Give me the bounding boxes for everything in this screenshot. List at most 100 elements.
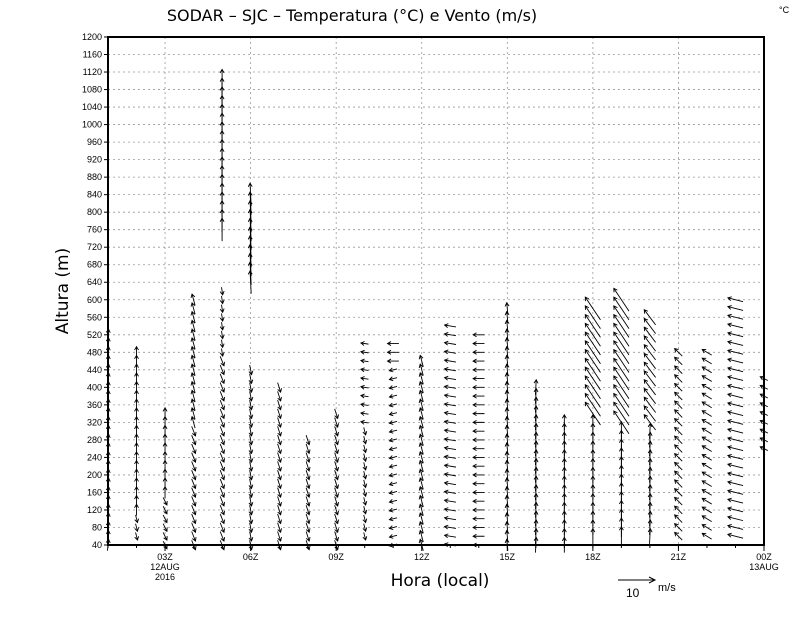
wind-vector	[584, 366, 601, 391]
wind-profile-23	[727, 296, 744, 539]
wind-vector	[673, 365, 683, 374]
wind-vector	[472, 358, 485, 364]
wind-vector	[418, 415, 424, 429]
wind-vector	[613, 401, 630, 426]
y-tick-label: 520	[87, 330, 102, 340]
wind-vector	[248, 408, 254, 420]
wind-vector	[219, 496, 226, 507]
wind-vector	[584, 383, 601, 408]
wind-vector	[472, 428, 485, 434]
wind-vector	[673, 479, 683, 488]
wind-profile-12	[418, 354, 424, 551]
wind-vector	[219, 287, 225, 296]
wind-vector	[443, 463, 457, 469]
wind-vector	[504, 407, 510, 420]
wind-vector	[613, 287, 630, 312]
wind-vector	[727, 401, 744, 408]
wind-vector	[472, 411, 485, 417]
wind-vector	[388, 472, 398, 478]
wind-vector	[673, 382, 683, 392]
wind-vector	[584, 305, 601, 329]
wind-profile-4	[190, 293, 197, 551]
wind-profile-10	[360, 341, 369, 541]
wind-vector	[191, 426, 197, 437]
wind-vector	[162, 505, 168, 515]
wind-vector	[277, 487, 282, 499]
wind-profile-22	[701, 348, 712, 540]
wind-vector	[701, 419, 712, 426]
wind-vector	[504, 371, 510, 385]
wind-vector	[191, 531, 197, 542]
y-tick-label: 280	[87, 435, 102, 445]
wind-vector	[673, 426, 683, 436]
wind-vector	[504, 380, 510, 394]
wind-vector	[701, 392, 712, 400]
wind-vector	[388, 507, 398, 513]
wind-vector	[190, 301, 196, 315]
wind-vector	[673, 514, 683, 523]
wind-vector	[504, 345, 510, 359]
wind-profile-15	[504, 301, 510, 551]
wind-vector	[277, 426, 282, 437]
wind-vector	[388, 534, 398, 539]
wind-vector	[472, 437, 485, 443]
y-tick-label: 1040	[82, 102, 102, 112]
wind-vector	[472, 341, 485, 346]
wind-vector	[362, 427, 368, 436]
x-tick-label: 03Z	[157, 552, 173, 562]
wind-vector	[219, 470, 226, 481]
wind-vector	[191, 452, 197, 463]
wind-vector	[443, 340, 457, 346]
wind-vector	[248, 522, 254, 534]
wind-profile-2	[134, 345, 140, 541]
reference-value: 10	[626, 586, 640, 600]
wind-vector	[219, 339, 225, 349]
wind-vector	[643, 405, 656, 422]
wind-vector	[418, 398, 424, 411]
wind-vector	[190, 415, 196, 429]
wind-vector	[190, 380, 196, 394]
y-tick-label: 120	[87, 505, 102, 515]
wind-vector	[248, 478, 254, 490]
wind-vector	[584, 392, 601, 417]
wind-vector	[248, 364, 254, 376]
x-tick-label: 12Z	[414, 552, 430, 562]
wind-vector	[643, 308, 656, 326]
wind-profile-7	[277, 382, 282, 551]
wind-vector	[386, 358, 399, 364]
wind-vector	[219, 461, 226, 472]
wind-vector	[613, 357, 630, 382]
y-tick-label: 480	[87, 347, 102, 357]
wind-vector	[191, 461, 197, 472]
wind-vector	[673, 417, 683, 427]
y-tick-label: 720	[87, 242, 102, 252]
wind-vector	[673, 391, 683, 401]
wind-vector	[504, 512, 510, 525]
wind-vector	[727, 471, 744, 478]
wind-vector	[643, 335, 656, 352]
wind-vector	[190, 319, 196, 332]
wind-vector	[472, 481, 485, 487]
wind-vector	[443, 515, 457, 521]
wind-vector	[219, 68, 225, 93]
wind-vector	[673, 531, 683, 541]
wind-profile-5	[219, 68, 226, 551]
wind-vector	[305, 513, 311, 525]
wind-vector	[472, 384, 485, 390]
wind-vector	[418, 485, 424, 499]
y-tick-label: 880	[87, 172, 102, 182]
wind-vector	[162, 523, 168, 533]
wind-vector	[673, 400, 683, 409]
wind-vector	[219, 443, 226, 455]
wind-vector	[443, 507, 457, 512]
wind-vector	[533, 378, 539, 395]
wind-vector	[590, 413, 596, 430]
y-tick-label: 1160	[83, 50, 102, 60]
wind-vector	[643, 379, 656, 396]
wind-vector	[191, 513, 197, 525]
wind-profile-20	[643, 308, 656, 544]
wind-vector	[388, 490, 398, 495]
wind-vector	[360, 402, 369, 408]
wind-vector	[190, 407, 196, 420]
wind-vector	[219, 426, 226, 437]
